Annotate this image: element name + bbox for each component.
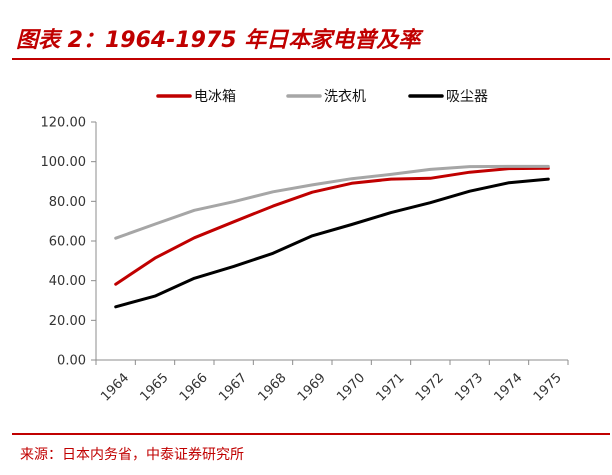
- legend-label-2: 洗衣机: [324, 89, 366, 105]
- legend-label-1: 电冰箱: [194, 89, 236, 105]
- legend-label-3: 吸尘器: [446, 89, 488, 105]
- y-tick-label: 100.00: [41, 155, 87, 170]
- x-tick-label: 1975: [531, 371, 565, 405]
- source-note: 来源：日本内务省，中泰证券研究所: [20, 447, 244, 463]
- x-tick-label: 1970: [334, 371, 368, 405]
- chart-title: 图表 2：1964-1975 年日本家电普及率: [16, 28, 421, 53]
- series-line-1: [114, 166, 550, 286]
- y-tick-label: 0.00: [57, 354, 86, 369]
- y-tick-label: 60.00: [49, 235, 86, 250]
- y-tick-label: 80.00: [49, 195, 86, 210]
- y-tick-label: 120.00: [41, 116, 87, 131]
- x-tick-label: 1973: [452, 371, 486, 405]
- x-tick-label: 1964: [98, 371, 132, 405]
- x-tick-label: 1965: [138, 371, 172, 405]
- x-tick-label: 1967: [216, 371, 250, 405]
- x-tick-label: 1972: [413, 371, 447, 405]
- x-tick-label: 1969: [295, 371, 329, 405]
- title-divider: [12, 58, 610, 60]
- y-tick-label: 20.00: [49, 314, 86, 329]
- x-tick-label: 1968: [256, 371, 290, 405]
- x-tick-label: 1971: [374, 371, 408, 405]
- x-tick-label: 1966: [177, 371, 211, 405]
- series-line-3: [114, 177, 550, 309]
- footer-divider: [12, 433, 610, 435]
- y-tick-label: 40.00: [49, 274, 86, 289]
- series-line-2: [114, 164, 550, 240]
- x-tick-label: 1974: [492, 371, 526, 405]
